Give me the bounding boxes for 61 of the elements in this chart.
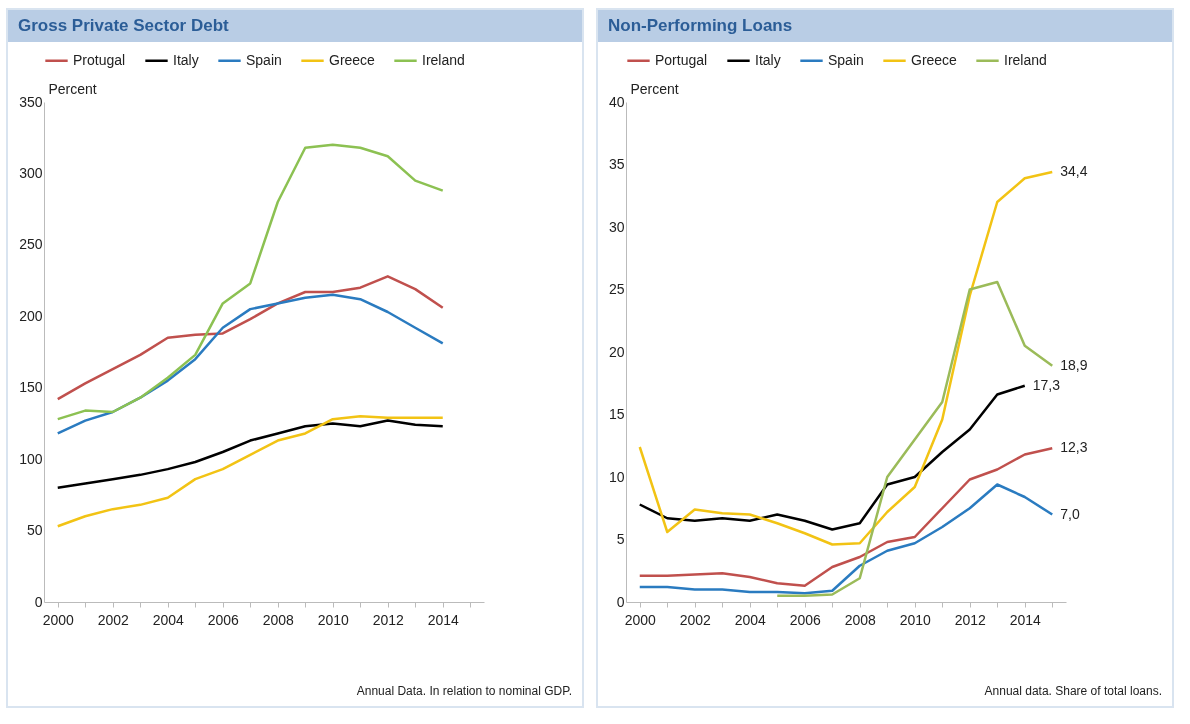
y-tick-label: 0 — [34, 593, 43, 610]
x-tick-label: 2004 — [734, 611, 767, 628]
data-label: 18,9 — [1060, 356, 1088, 373]
text: Annual Data. In relation to nominal GDP. — [356, 684, 572, 698]
data-label: 12,3 — [1060, 439, 1088, 456]
y-tick-label: 0 — [616, 593, 625, 610]
x-tick-label: 2012 — [954, 611, 987, 628]
y-tick-label: 30 — [608, 218, 625, 235]
x-tick-label: 2002 — [679, 611, 712, 628]
y-tick-label: 20 — [608, 343, 625, 360]
text: Annual data. Share of total loans. — [984, 684, 1162, 698]
y-tick-label: 200 — [19, 307, 43, 324]
x-tick-label: 2006 — [207, 611, 240, 628]
legend-label: Italy — [755, 51, 781, 68]
x-tick-label: 2000 — [624, 611, 657, 628]
line-series — [638, 447, 1054, 587]
legend-label: Spain — [246, 51, 282, 68]
x-tick-label: 2008 — [844, 611, 877, 628]
legend-label: Greece — [329, 51, 376, 68]
y-tick-label: 40 — [608, 93, 625, 110]
chart-title: Gross Private Sector Debt — [8, 10, 582, 42]
y-tick-label: 250 — [19, 236, 43, 253]
legend-label: Portugal — [655, 51, 708, 68]
y-tick-label: 150 — [19, 379, 43, 396]
x-tick-label: 2004 — [152, 611, 185, 628]
x-tick-label: 2002 — [97, 611, 130, 628]
chart-title: Non-Performing Loans — [598, 10, 1172, 42]
line-series — [56, 415, 444, 528]
x-tick-label: 2010 — [317, 611, 350, 628]
x-tick-label: 2008 — [262, 611, 295, 628]
legend-label: Greece — [911, 51, 958, 68]
x-tick-label: 2000 — [42, 611, 75, 628]
x-tick-label: 2006 — [789, 611, 822, 628]
line-series — [56, 275, 444, 401]
y-axis-title: Percent — [630, 80, 679, 97]
y-tick-label: 100 — [19, 450, 43, 467]
y-tick-label: 50 — [26, 522, 43, 539]
data-label: 34,4 — [1060, 163, 1088, 179]
y-tick-label: 5 — [616, 531, 625, 547]
line-series — [638, 483, 1054, 595]
y-axis-title: Percent — [48, 80, 97, 97]
y-tick-label: 15 — [608, 406, 625, 422]
y-tick-label: 25 — [608, 281, 625, 297]
legend-label: Protugal — [73, 51, 126, 68]
legend-label: Italy — [173, 51, 199, 68]
y-tick-label: 350 — [19, 93, 43, 110]
x-tick-label: 2012 — [372, 611, 405, 628]
y-tick-label: 10 — [608, 468, 625, 485]
x-tick-label: 2010 — [899, 611, 932, 628]
legend-label: Ireland — [1004, 51, 1047, 68]
line-series — [638, 384, 1026, 531]
y-tick-label: 35 — [608, 156, 625, 172]
data-label: 17,3 — [1032, 376, 1061, 393]
line-series — [56, 143, 444, 421]
y-tick-label: 300 — [19, 164, 43, 181]
line-series — [56, 419, 444, 489]
data-label: 7,0 — [1060, 505, 1080, 522]
legend-label: Ireland — [422, 51, 465, 68]
x-tick-label: 2014 — [427, 611, 460, 628]
x-tick-label: 2014 — [1009, 611, 1042, 628]
legend-label: Spain — [828, 51, 864, 68]
